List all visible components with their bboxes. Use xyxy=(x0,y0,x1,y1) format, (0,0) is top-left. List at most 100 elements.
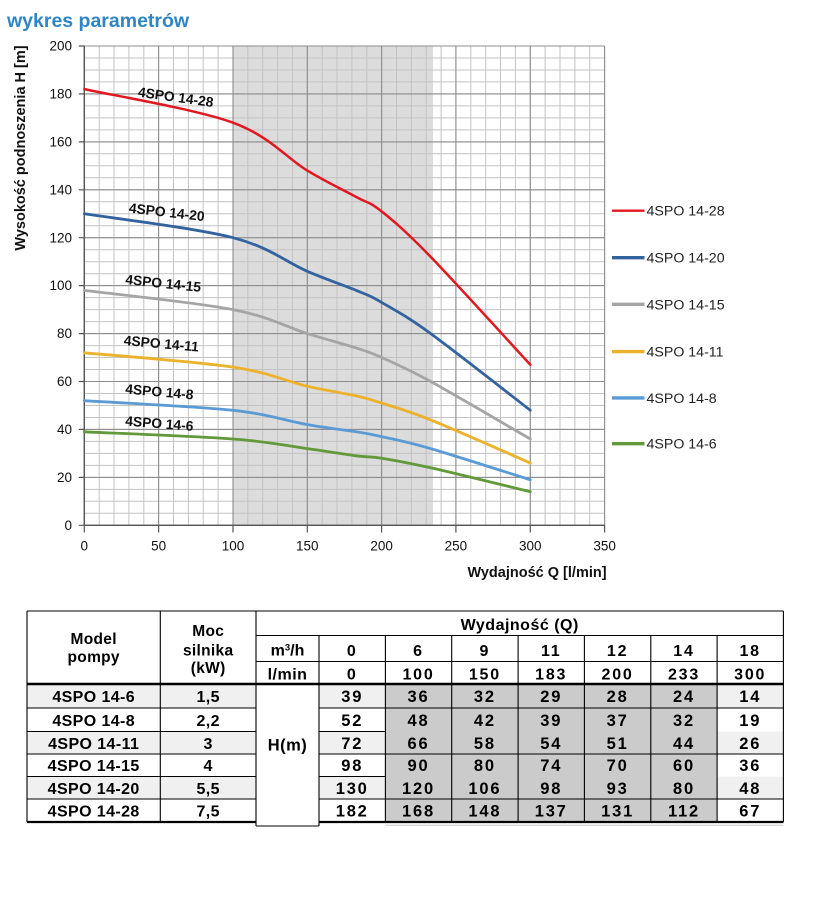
svg-text:131: 131 xyxy=(601,803,634,821)
svg-text:148: 148 xyxy=(468,803,501,821)
svg-text:72: 72 xyxy=(341,735,363,753)
svg-text:H(m): H(m) xyxy=(268,737,308,755)
svg-text:4SPO 14-11: 4SPO 14-11 xyxy=(647,345,724,361)
svg-text:32: 32 xyxy=(474,688,496,706)
svg-text:233: 233 xyxy=(668,667,700,684)
svg-text:1,5: 1,5 xyxy=(196,689,219,706)
svg-text:11: 11 xyxy=(541,643,562,660)
svg-text:4SPO 14-6: 4SPO 14-6 xyxy=(52,689,135,706)
svg-text:66: 66 xyxy=(408,735,430,753)
svg-text:100: 100 xyxy=(402,667,434,684)
svg-text:4SPO 14-6: 4SPO 14-6 xyxy=(647,437,717,453)
svg-text:20: 20 xyxy=(57,470,72,485)
svg-text:250: 250 xyxy=(445,539,468,554)
svg-text:Wysokość podnoszenia H [m]: Wysokość podnoszenia H [m] xyxy=(13,45,29,250)
svg-text:180: 180 xyxy=(49,87,72,102)
svg-text:112: 112 xyxy=(668,803,700,821)
svg-text:200: 200 xyxy=(49,39,72,54)
svg-text:80: 80 xyxy=(673,780,695,798)
svg-text:39: 39 xyxy=(341,688,363,706)
svg-text:42: 42 xyxy=(474,712,496,730)
svg-text:137: 137 xyxy=(535,803,568,821)
svg-text:4SPO 14-20: 4SPO 14-20 xyxy=(48,781,140,798)
svg-text:40: 40 xyxy=(57,422,72,437)
svg-text:28: 28 xyxy=(607,688,629,706)
svg-text:0: 0 xyxy=(347,667,358,684)
svg-text:67: 67 xyxy=(739,803,761,821)
svg-text:54: 54 xyxy=(540,735,562,753)
svg-text:58: 58 xyxy=(474,735,496,753)
svg-text:14: 14 xyxy=(673,643,694,660)
svg-text:l/min: l/min xyxy=(268,667,308,684)
svg-text:160: 160 xyxy=(49,135,72,150)
svg-text:(kW): (kW) xyxy=(191,660,226,677)
svg-text:18: 18 xyxy=(739,643,760,660)
svg-text:3: 3 xyxy=(204,736,213,753)
svg-text:4SPO 14-15: 4SPO 14-15 xyxy=(125,272,202,295)
svg-text:26: 26 xyxy=(739,735,761,753)
svg-text:120: 120 xyxy=(402,780,435,798)
svg-text:0: 0 xyxy=(81,539,89,554)
svg-text:Wydajność Q [l/min]: Wydajność Q [l/min] xyxy=(467,565,606,581)
svg-text:32: 32 xyxy=(673,712,695,730)
svg-text:24: 24 xyxy=(673,688,695,706)
svg-text:4SPO 14-28: 4SPO 14-28 xyxy=(647,204,725,220)
svg-text:100: 100 xyxy=(222,539,245,554)
svg-text:6: 6 xyxy=(413,643,424,660)
svg-text:140: 140 xyxy=(49,182,72,197)
svg-text:12: 12 xyxy=(607,643,628,660)
svg-text:4SPO 14-28: 4SPO 14-28 xyxy=(48,804,140,821)
svg-text:Wydajność (Q): Wydajność (Q) xyxy=(461,617,579,634)
svg-text:4SPO 14-8: 4SPO 14-8 xyxy=(647,391,717,407)
svg-text:44: 44 xyxy=(673,735,695,753)
svg-text:120: 120 xyxy=(49,230,72,245)
svg-text:168: 168 xyxy=(402,803,435,821)
svg-text:100: 100 xyxy=(49,278,72,293)
svg-text:7,5: 7,5 xyxy=(196,804,219,821)
svg-text:14: 14 xyxy=(739,688,761,706)
svg-text:51: 51 xyxy=(607,735,629,753)
svg-text:0: 0 xyxy=(347,643,358,660)
svg-text:19: 19 xyxy=(739,712,761,730)
svg-text:9: 9 xyxy=(480,643,491,660)
svg-text:80: 80 xyxy=(57,326,72,341)
svg-text:60: 60 xyxy=(57,374,72,389)
svg-text:Moc: Moc xyxy=(192,623,224,640)
svg-text:300: 300 xyxy=(519,539,542,554)
svg-text:pompy: pompy xyxy=(68,649,120,666)
svg-text:70: 70 xyxy=(607,757,629,775)
svg-text:29: 29 xyxy=(540,688,562,706)
svg-text:36: 36 xyxy=(408,688,430,706)
svg-text:300: 300 xyxy=(734,667,766,684)
svg-text:90: 90 xyxy=(408,757,430,775)
svg-text:74: 74 xyxy=(540,757,562,775)
svg-text:4SPO 14-8: 4SPO 14-8 xyxy=(52,713,135,730)
svg-text:Model: Model xyxy=(71,631,117,648)
svg-text:silnika: silnika xyxy=(183,643,233,660)
svg-text:4SPO 14-11: 4SPO 14-11 xyxy=(123,333,200,355)
svg-text:200: 200 xyxy=(602,667,634,684)
svg-text:4SPO 14-8: 4SPO 14-8 xyxy=(125,382,195,403)
svg-text:2,2: 2,2 xyxy=(196,713,219,730)
svg-text:48: 48 xyxy=(739,780,761,798)
svg-text:80: 80 xyxy=(474,757,496,775)
svg-text:39: 39 xyxy=(540,712,562,730)
svg-text:0: 0 xyxy=(64,518,72,533)
svg-text:150: 150 xyxy=(296,539,319,554)
svg-text:37: 37 xyxy=(607,712,629,730)
svg-text:5,5: 5,5 xyxy=(196,781,219,798)
svg-text:wykres parametrów: wykres parametrów xyxy=(6,10,190,32)
svg-text:m3/h: m3/h xyxy=(271,643,305,660)
svg-text:130: 130 xyxy=(336,780,369,798)
svg-text:106: 106 xyxy=(468,780,501,798)
svg-text:4SPO 14-11: 4SPO 14-11 xyxy=(48,736,139,753)
svg-text:98: 98 xyxy=(341,757,363,775)
svg-text:350: 350 xyxy=(593,539,616,554)
svg-text:36: 36 xyxy=(739,757,761,775)
svg-text:50: 50 xyxy=(151,539,166,554)
svg-text:93: 93 xyxy=(607,780,629,798)
svg-text:4SPO 14-15: 4SPO 14-15 xyxy=(647,297,725,313)
svg-text:182: 182 xyxy=(336,803,369,821)
svg-text:4: 4 xyxy=(204,758,213,775)
svg-text:48: 48 xyxy=(408,712,430,730)
